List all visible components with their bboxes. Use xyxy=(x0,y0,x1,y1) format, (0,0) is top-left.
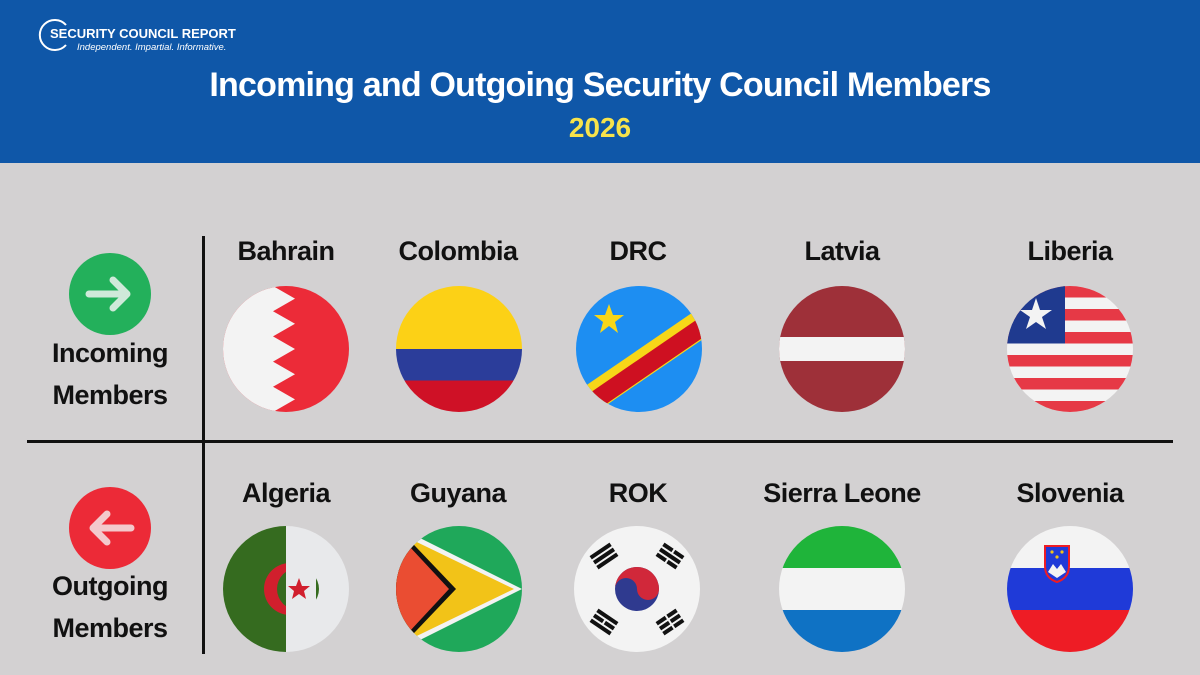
arrow-right-icon xyxy=(85,276,131,312)
country-name-rok: ROK xyxy=(608,478,668,508)
incoming-label-line2: Members xyxy=(52,380,168,410)
slovenia-flag xyxy=(1007,526,1133,652)
country-name-algeria: Algeria xyxy=(241,478,331,508)
logo-ring-icon xyxy=(38,19,67,51)
bahrain-flag xyxy=(223,286,349,412)
outgoing-label-line1: Outgoing xyxy=(52,571,168,601)
colombia-flag xyxy=(396,286,522,412)
country-name-guyana: Guyana xyxy=(409,478,507,508)
logo-tagline: Independent. Impartial. Informative. xyxy=(77,42,227,53)
arrow-left-icon xyxy=(89,510,135,546)
country-name-liberia: Liberia xyxy=(1027,236,1113,266)
liberia-flag xyxy=(1007,286,1133,412)
country-name-drc: DRC xyxy=(609,236,668,266)
page-year: 2026 xyxy=(568,112,632,143)
rok-flag xyxy=(574,526,700,652)
country-name-latvia: Latvia xyxy=(804,236,880,266)
header-banner: SECURITY COUNCIL REPORT Independent. Imp… xyxy=(0,0,1200,163)
guyana-flag xyxy=(396,526,522,652)
drc-flag xyxy=(576,286,702,412)
vertical-divider xyxy=(202,236,205,654)
incoming-label-line1: Incoming xyxy=(52,338,169,368)
scr-logo: SECURITY COUNCIL REPORT Independent. Imp… xyxy=(36,17,236,59)
sierra-leone-flag xyxy=(779,526,905,652)
country-name-slovenia: Slovenia xyxy=(1016,478,1124,508)
incoming-label: Incoming Members xyxy=(20,332,200,416)
outgoing-label-line2: Members xyxy=(52,613,168,643)
page-title: Incoming and Outgoing Security Council M… xyxy=(209,66,991,104)
country-name-colombia: Colombia xyxy=(398,236,518,266)
algeria-flag xyxy=(223,526,349,652)
incoming-badge xyxy=(69,253,151,335)
latvia-flag xyxy=(779,286,905,412)
country-name-sierra-leone: Sierra Leone xyxy=(763,478,921,508)
logo-name: SECURITY COUNCIL REPORT xyxy=(50,26,236,41)
horizontal-divider xyxy=(27,440,1173,443)
country-name-bahrain: Bahrain xyxy=(237,236,335,266)
outgoing-label: Outgoing Members xyxy=(20,565,200,649)
outgoing-badge xyxy=(69,487,151,569)
